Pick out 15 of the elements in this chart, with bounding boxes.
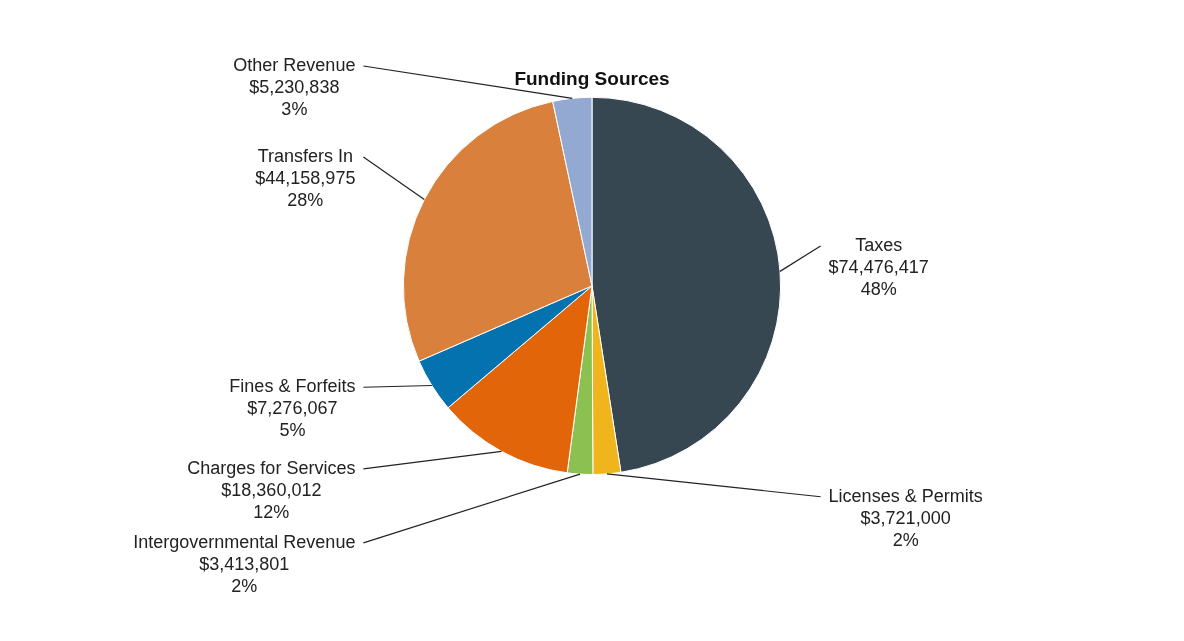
text: Funding Sources — [514, 67, 670, 89]
slice-label: Fines & Forfeits — [229, 376, 356, 397]
data-label: $3,413,801 2% — [199, 553, 290, 596]
data-label: $3,721,000 2% — [860, 507, 951, 550]
data-label: $44,158,975 28% — [255, 167, 356, 210]
data-label: $5,230,838 3% — [249, 76, 340, 119]
slice-label: Intergovernmental Revenue — [133, 531, 356, 552]
slice-label: Charges for Services — [187, 457, 356, 478]
data-label: $7,276,067 5% — [247, 398, 338, 441]
slice-label: Transfers In — [257, 145, 354, 166]
slice-label: Taxes — [855, 234, 903, 255]
data-label: $74,476,417 48% — [828, 256, 929, 299]
slice-label: Licenses & Permits — [828, 485, 983, 506]
slice-label: Other Revenue — [233, 54, 356, 75]
data-label: $18,360,012 12% — [221, 479, 322, 522]
